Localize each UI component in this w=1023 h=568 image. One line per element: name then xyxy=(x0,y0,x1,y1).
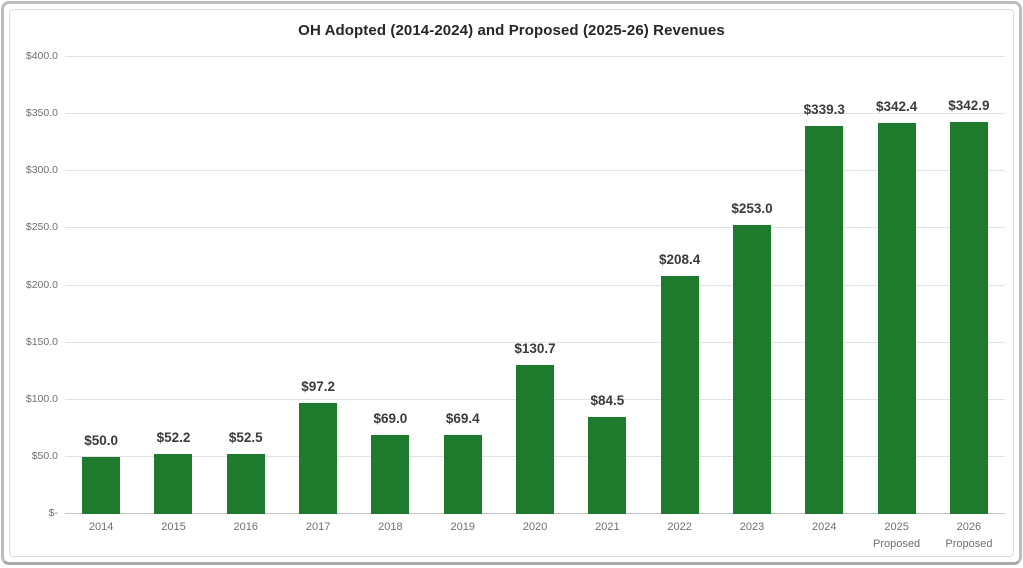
bar-value-label-2026: $342.9 xyxy=(948,98,990,114)
x-tick-year: 2023 xyxy=(739,521,765,533)
bar-slot-2021: $84.5 xyxy=(571,57,643,514)
bar-value-label-2018: $69.0 xyxy=(373,411,408,427)
bar-2022 xyxy=(660,275,699,514)
bar-series: $50.0 $52.2 $52.5 $97.2 $69.0 $69.4 $130.7 $84.… xyxy=(65,57,1005,514)
y-tick-label-300: $300.0 xyxy=(25,164,58,177)
bar-2017 xyxy=(299,402,338,514)
x-tick-label-2017: 2017 xyxy=(282,520,354,551)
x-tick-sublabel: Proposed xyxy=(945,538,993,550)
bar-value-label-2021: $84.5 xyxy=(590,393,625,409)
bar-slot-2026: $342.9 xyxy=(933,57,1005,514)
bar-2025 xyxy=(877,122,916,514)
gridline-350 xyxy=(65,113,1005,115)
x-tick-year: 2014 xyxy=(88,521,114,533)
x-tick-label-2024: 2024 xyxy=(788,520,860,551)
x-tick-label-2014: 2014 xyxy=(65,520,137,551)
gridline-150 xyxy=(65,341,1005,343)
gridline-200 xyxy=(65,284,1005,286)
x-tick-label-2021: 2021 xyxy=(571,520,643,551)
bar-slot-2016: $52.5 xyxy=(210,57,282,514)
bar-2018 xyxy=(371,435,410,514)
x-axis-labels: 2014 2015 2016 2017 2018 2019 2020 2021 2022 2023… xyxy=(65,520,1005,551)
bar-value-label-2016: $52.5 xyxy=(228,430,263,446)
bar-2020 xyxy=(516,364,555,514)
x-tick-label-2018: 2018 xyxy=(354,520,426,551)
bar-value-label-2017: $97.2 xyxy=(301,378,335,394)
x-tick-year: 2016 xyxy=(233,521,259,533)
bar-value-label-2020: $130.7 xyxy=(514,340,556,356)
x-tick-year: 2025 xyxy=(884,521,909,533)
y-tick-label-250: $250.0 xyxy=(25,221,58,234)
bar-value-label-2022: $208.4 xyxy=(659,251,701,267)
x-tick-year: 2026 xyxy=(956,521,982,533)
x-tick-label-2015: 2015 xyxy=(137,520,209,551)
bar-value-label-2014: $50.0 xyxy=(84,432,119,448)
bar-2024 xyxy=(805,126,844,514)
bar-slot-2019: $69.4 xyxy=(427,57,499,514)
gridline-300 xyxy=(65,170,1005,172)
x-tick-label-2022: 2022 xyxy=(644,520,716,551)
x-tick-label-2019: 2019 xyxy=(427,520,499,551)
bar-slot-2014: $50.0 xyxy=(65,57,137,514)
bar-2019 xyxy=(443,434,482,514)
x-tick-year: 2015 xyxy=(161,521,186,533)
y-axis-labels: $- $50.0 $100.0 $150.0 $200.0 $250.0 $300.0 $35… xyxy=(12,51,58,519)
x-tick-year: 2017 xyxy=(305,521,331,533)
gridline-400 xyxy=(65,56,1005,57)
y-tick-label-200: $200.0 xyxy=(25,278,58,291)
bar-slot-2018: $69.0 xyxy=(354,57,426,514)
x-tick-label-2026: 2026 Proposed xyxy=(933,520,1005,551)
bar-2023 xyxy=(732,224,771,514)
bar-value-label-2023: $253.0 xyxy=(731,200,773,216)
x-tick-year: 2021 xyxy=(595,521,620,533)
x-tick-label-2023: 2023 xyxy=(716,520,788,551)
bar-value-label-2019: $69.4 xyxy=(445,410,480,426)
bar-slot-2023: $253.0 xyxy=(716,57,788,514)
y-tick-label-100: $100.0 xyxy=(25,392,58,405)
y-tick-label-50: $50.0 xyxy=(31,449,58,462)
y-tick-label-0: $- xyxy=(48,507,58,519)
bar-slot-2017: $97.2 xyxy=(282,57,354,514)
x-tick-year: 2022 xyxy=(667,521,692,533)
y-tick-label-350: $350.0 xyxy=(25,107,58,120)
bar-slot-2015: $52.2 xyxy=(137,57,209,514)
y-tick-label-150: $150.0 xyxy=(25,335,58,348)
x-tick-year: 2020 xyxy=(522,521,548,533)
plot-area: $50.0 $52.2 $52.5 $97.2 $69.0 $69.4 $130.7 $84.… xyxy=(65,56,1005,514)
x-tick-sublabel: Proposed xyxy=(873,538,921,550)
gridline-250 xyxy=(65,227,1005,229)
x-tick-year: 2018 xyxy=(378,521,403,533)
bar-value-label-2025: $342.4 xyxy=(875,98,918,114)
x-tick-year: 2024 xyxy=(812,521,837,533)
bar-value-label-2024: $339.3 xyxy=(803,102,845,118)
bar-slot-2020: $130.7 xyxy=(499,57,571,514)
bar-2016 xyxy=(226,454,265,514)
bar-slot-2022: $208.4 xyxy=(644,57,716,514)
x-tick-year: 2019 xyxy=(450,521,475,533)
x-tick-label-2025: 2025 Proposed xyxy=(860,520,932,551)
bar-2026 xyxy=(949,122,988,514)
y-tick-label-400: $400.0 xyxy=(25,50,58,62)
bar-value-label-2015: $52.2 xyxy=(156,430,191,446)
x-tick-label-2020: 2020 xyxy=(499,520,571,551)
chart-title: OH Adopted (2014-2024) and Proposed (202… xyxy=(298,22,725,39)
bar-2015 xyxy=(154,454,193,514)
bar-2014 xyxy=(82,456,121,514)
bar-slot-2025: $342.4 xyxy=(860,57,932,514)
x-tick-label-2016: 2016 xyxy=(210,520,282,551)
bar-slot-2024: $339.3 xyxy=(788,57,860,514)
bar-2021 xyxy=(588,417,627,514)
